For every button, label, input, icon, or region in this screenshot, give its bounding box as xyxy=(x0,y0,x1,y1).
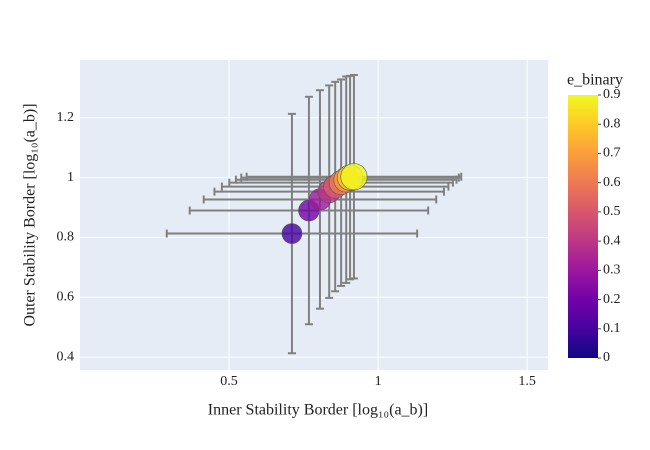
x-tick-label: 1.5 xyxy=(518,374,536,389)
colorbar xyxy=(568,95,598,358)
colorbar-tick-label: 0.7 xyxy=(603,146,621,161)
y-tick-label: 1.2 xyxy=(57,110,75,125)
colorbar-tick-label: 0.8 xyxy=(603,116,621,131)
y-tick-label: 0.6 xyxy=(57,290,75,305)
x-axis-title: Inner Stability Border [log₁₀(a_b)] xyxy=(208,402,428,419)
colorbar-title: e_binary xyxy=(567,72,623,89)
colorbar-tick-label: 0.2 xyxy=(603,292,621,307)
colorbar-tick-label: 0.6 xyxy=(603,175,621,190)
y-tick-label: 1 xyxy=(67,170,74,185)
colorbar-tick-label: 0.3 xyxy=(603,263,621,278)
colorbar-tick-label: 0 xyxy=(603,350,610,365)
x-tick-label: 1 xyxy=(375,374,382,389)
y-tick-label: 0.4 xyxy=(57,349,75,364)
colorbar-tick-label: 0.9 xyxy=(603,87,621,102)
point xyxy=(281,223,303,244)
y-tick-label: 0.8 xyxy=(57,230,75,245)
colorbar-tick-label: 0.1 xyxy=(603,321,621,336)
colorbar-tick-label: 0.5 xyxy=(603,204,621,219)
x-tick-label: 0.5 xyxy=(220,374,238,389)
colorbar-tick-label: 0.4 xyxy=(603,233,621,248)
point xyxy=(340,163,368,191)
y-axis-title: Outer Stability Border [log₁₀(a_b)] xyxy=(22,103,39,326)
